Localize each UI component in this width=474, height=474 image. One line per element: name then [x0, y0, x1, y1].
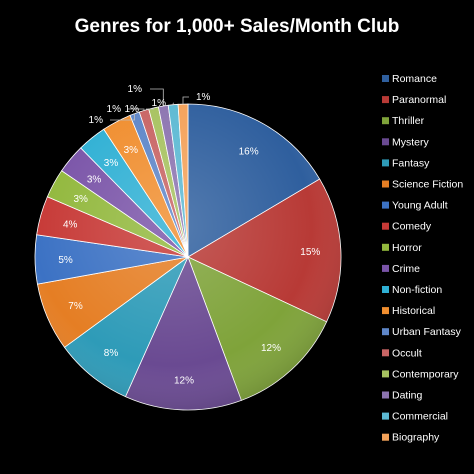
legend-label-mystery: Mystery: [392, 136, 430, 148]
legend-label-comedy: Comedy: [392, 221, 432, 233]
legend-label-young-adult: Young Adult: [392, 200, 448, 212]
legend-label-science-fiction: Science Fiction: [392, 179, 463, 191]
data-label-paranormal: 15%: [300, 247, 320, 258]
legend-swatch-historical: [382, 307, 389, 315]
data-label-fantasy: 8%: [104, 348, 119, 359]
legend-swatch-thriller: [382, 117, 389, 125]
leader-line-occult: [128, 108, 145, 111]
data-label-commercial: 1%: [152, 98, 167, 109]
pie-shading: [35, 104, 341, 410]
legend-swatch-fantasy: [382, 159, 389, 167]
legend-swatch-young-adult: [382, 201, 389, 209]
legend-label-non-fiction: Non-fiction: [392, 284, 442, 296]
legend-label-fantasy: Fantasy: [392, 157, 430, 169]
legend-swatch-crime: [382, 264, 389, 272]
legend-label-occult: Occult: [392, 347, 422, 359]
chart-title: Genres for 1,000+ Sales/Month Club: [75, 16, 400, 37]
legend-swatch-contemporary: [382, 370, 389, 378]
data-label-dating: 1%: [128, 84, 143, 95]
legend-label-commercial: Commercial: [392, 411, 448, 423]
leader-line-dating: [150, 88, 164, 106]
data-label-non-fiction: 3%: [104, 158, 119, 169]
data-label-biography: 1%: [196, 92, 211, 103]
legend-label-dating: Dating: [392, 390, 423, 402]
data-label-romance: 16%: [239, 147, 259, 158]
data-label-horror: 3%: [73, 194, 88, 205]
legend-swatch-romance: [382, 75, 389, 82]
legend-label-romance: Romance: [392, 73, 437, 85]
legend-label-crime: Crime: [392, 263, 420, 275]
data-label-science-fiction: 7%: [68, 301, 83, 312]
legend-label-paranormal: Paranormal: [392, 94, 446, 106]
legend-swatch-paranormal: [382, 96, 389, 104]
legend-label-horror: Horror: [392, 242, 422, 254]
data-label-comedy: 4%: [63, 220, 78, 231]
pie-slices: [34, 103, 342, 411]
data-label-mystery: 12%: [174, 375, 194, 386]
data-label-crime: 3%: [87, 175, 102, 186]
data-label-occult: 1%: [107, 104, 122, 115]
legend-swatch-science-fiction: [382, 180, 389, 188]
data-label-thriller: 12%: [261, 343, 281, 354]
legend-label-historical: Historical: [392, 305, 435, 317]
data-label-historical: 3%: [124, 145, 139, 156]
legend-swatch-commercial: [382, 412, 389, 420]
legend-swatch-comedy: [382, 222, 389, 230]
legend-swatch-occult: [382, 349, 389, 357]
legend: Romance Paranormal Thriller Mystery Fantasy S…: [382, 73, 463, 444]
legend-swatch-mystery: [382, 138, 389, 146]
legend-swatch-urban-fantasy: [382, 328, 389, 336]
legend-swatch-dating: [382, 391, 389, 399]
legend-label-thriller: Thriller: [392, 115, 425, 127]
legend-label-contemporary: Contemporary: [392, 368, 459, 380]
legend-label-biography: Biography: [392, 432, 440, 444]
data-label-young-adult: 5%: [58, 255, 73, 266]
data-label-urban-fantasy: 1%: [89, 115, 104, 126]
legend-swatch-biography: [382, 433, 389, 441]
legend-swatch-non-fiction: [382, 286, 389, 293]
data-labels: 16%15%12%12%8%7%5%4%3%3%3%3%1%1% 1%1%1%1%: [58, 84, 320, 386]
leader-line-urban-fantasy: [110, 113, 136, 121]
legend-label-urban-fantasy: Urban Fantasy: [392, 326, 462, 338]
leader-line-contemporary: [146, 107, 155, 110]
legend-swatch-horror: [382, 243, 389, 251]
data-label-contemporary: 1%: [125, 104, 140, 115]
leader-line-biography: [182, 96, 189, 105]
